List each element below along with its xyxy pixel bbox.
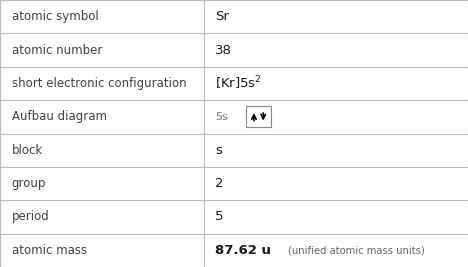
Text: group: group — [12, 177, 46, 190]
Text: 87.62 u: 87.62 u — [215, 244, 271, 257]
Text: $\mathregular{[Kr]5s^{2}}$: $\mathregular{[Kr]5s^{2}}$ — [215, 75, 262, 92]
Text: 2: 2 — [215, 177, 224, 190]
Text: period: period — [12, 210, 50, 223]
Text: s: s — [215, 144, 222, 157]
Text: 5s: 5s — [215, 112, 228, 122]
Text: atomic mass: atomic mass — [12, 244, 87, 257]
Text: atomic symbol: atomic symbol — [12, 10, 98, 23]
Text: block: block — [12, 144, 43, 157]
Text: 38: 38 — [215, 44, 232, 57]
Bar — [246, 107, 271, 127]
Text: atomic number: atomic number — [12, 44, 102, 57]
Text: Aufbau diagram: Aufbau diagram — [12, 110, 107, 123]
Text: short electronic configuration: short electronic configuration — [12, 77, 186, 90]
Text: 5: 5 — [215, 210, 224, 223]
Text: Sr: Sr — [215, 10, 229, 23]
Text: (unified atomic mass units): (unified atomic mass units) — [288, 245, 424, 255]
